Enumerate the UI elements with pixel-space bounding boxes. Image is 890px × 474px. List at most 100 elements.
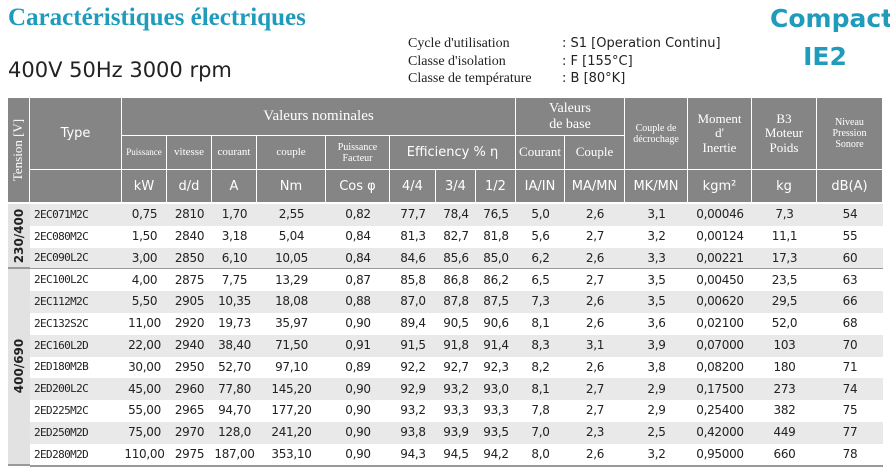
value-cell: 2,6 bbox=[585, 359, 605, 374]
value-cell: 0,02100 bbox=[696, 316, 744, 331]
value-cell: 90,6 bbox=[483, 316, 509, 331]
value-cell: 60 bbox=[842, 250, 858, 265]
value-cell: 3,2 bbox=[647, 229, 666, 244]
unit: kg bbox=[752, 170, 817, 203]
value-cell: 78 bbox=[842, 447, 858, 462]
header-cell: courant bbox=[212, 136, 257, 170]
value-cell: 3,5 bbox=[647, 294, 666, 309]
value-cell: 22,00 bbox=[128, 338, 161, 353]
tension-label: 230/400 bbox=[12, 208, 27, 263]
header-cell: Couple de décrochage bbox=[625, 98, 688, 170]
value-cell: 2,5 bbox=[647, 425, 666, 440]
header-cell: Valeurs de base bbox=[516, 98, 625, 136]
value-cell: 54 bbox=[842, 207, 858, 222]
value-cell: 81,3 bbox=[400, 229, 426, 244]
value-cell: 84,6 bbox=[400, 250, 426, 265]
row-bg bbox=[30, 247, 883, 270]
header-cell: Courant bbox=[516, 136, 565, 170]
value-cell: 8,0 bbox=[531, 447, 550, 462]
value-cell: 91,8 bbox=[443, 338, 469, 353]
tension-label: 400/690 bbox=[12, 339, 27, 394]
value-cell: 74 bbox=[842, 381, 858, 396]
value-cell: 7,3 bbox=[775, 207, 794, 222]
value-cell: 449 bbox=[773, 425, 796, 440]
value-cell: 3,8 bbox=[647, 359, 666, 374]
condition-value: : F [155°C] bbox=[562, 53, 633, 69]
subtitle: 400V 50Hz 3000 rpm bbox=[8, 58, 232, 82]
value-cell: 8,1 bbox=[531, 316, 550, 331]
value-cell: 177,20 bbox=[271, 403, 312, 418]
value-cell: 0,95000 bbox=[696, 447, 744, 462]
value-cell: 63 bbox=[842, 272, 858, 287]
value-cell: 2960 bbox=[174, 381, 205, 396]
value-cell: 52,0 bbox=[771, 316, 798, 331]
value-cell: 2,3 bbox=[585, 425, 605, 440]
header-cell: Valeurs nominales bbox=[122, 98, 516, 136]
unit: dB(A) bbox=[817, 170, 883, 203]
value-cell: 76,5 bbox=[483, 207, 509, 222]
value-cell: 75,00 bbox=[128, 425, 161, 440]
value-cell: 2970 bbox=[174, 425, 205, 440]
value-cell: 87,0 bbox=[400, 294, 426, 309]
value-cell: 187,00 bbox=[214, 447, 255, 462]
value-cell: 273 bbox=[773, 381, 796, 396]
row-bg bbox=[30, 356, 883, 379]
value-cell: 35,97 bbox=[275, 316, 308, 331]
value-cell: 2,6 bbox=[585, 207, 605, 222]
group-rule bbox=[30, 464, 883, 467]
condition-value: : S1 [Operation Continu] bbox=[562, 36, 721, 51]
value-cell: 94,70 bbox=[218, 403, 251, 418]
type-cell: 2EC090L2C bbox=[34, 251, 89, 265]
unit: IA/IN bbox=[516, 170, 565, 203]
value-cell: 5,04 bbox=[278, 229, 305, 244]
type-cell: 2EC160L2D bbox=[34, 338, 89, 352]
value-cell: 0,90 bbox=[345, 425, 371, 440]
value-cell: 2920 bbox=[174, 316, 205, 331]
value-cell: 110,00 bbox=[124, 447, 165, 462]
value-cell: 2850 bbox=[174, 250, 205, 265]
value-cell: 2975 bbox=[174, 447, 205, 462]
value-cell: 3,1 bbox=[585, 338, 605, 353]
value-cell: 86,8 bbox=[443, 272, 469, 287]
condition-label: Classe d'isolation bbox=[408, 53, 506, 69]
value-cell: 77,80 bbox=[218, 381, 251, 396]
value-cell: 3,18 bbox=[221, 229, 248, 244]
value-cell: 23,5 bbox=[771, 272, 798, 287]
value-cell: 7,75 bbox=[221, 272, 248, 287]
brand: Compact bbox=[770, 4, 890, 33]
unit: kW bbox=[122, 170, 167, 203]
value-cell: 2875 bbox=[174, 272, 205, 287]
value-cell: 18,08 bbox=[275, 294, 308, 309]
value-cell: 7,3 bbox=[531, 294, 550, 309]
value-cell: 382 bbox=[773, 403, 796, 418]
value-cell: 6,10 bbox=[221, 250, 248, 265]
value-cell: 19,73 bbox=[218, 316, 251, 331]
value-cell: 90,5 bbox=[443, 316, 469, 331]
value-cell: 4,00 bbox=[131, 272, 158, 287]
unit: Nm bbox=[257, 170, 326, 203]
value-cell: 10,05 bbox=[275, 250, 308, 265]
value-cell: 30,00 bbox=[128, 359, 161, 374]
value-cell: 87,5 bbox=[483, 294, 509, 309]
value-cell: 128,0 bbox=[218, 425, 251, 440]
value-cell: 38,40 bbox=[218, 338, 251, 353]
value-cell: 8,3 bbox=[531, 338, 550, 353]
value-cell: 81,8 bbox=[483, 229, 509, 244]
tension-cell: 230/400 bbox=[8, 204, 30, 270]
header-cell: couple bbox=[257, 136, 326, 170]
value-cell: 3,2 bbox=[647, 447, 666, 462]
type-cell: 2ED225M2C bbox=[34, 404, 89, 418]
value-cell: 85,6 bbox=[443, 250, 469, 265]
value-cell: 0,84 bbox=[345, 250, 371, 265]
value-cell: 2840 bbox=[174, 229, 205, 244]
unit: 3/4 bbox=[436, 170, 476, 203]
value-cell: 71,50 bbox=[275, 338, 308, 353]
value-cell: 94,3 bbox=[400, 447, 426, 462]
value-cell: 93,2 bbox=[400, 403, 426, 418]
value-cell: 3,00 bbox=[131, 250, 158, 265]
value-cell: 92,7 bbox=[443, 359, 469, 374]
value-cell: 0,90 bbox=[345, 316, 371, 331]
value-cell: 77,7 bbox=[400, 207, 426, 222]
title: Caractéristiques électriques bbox=[8, 4, 306, 31]
header-text: Tension [V] bbox=[10, 118, 26, 182]
